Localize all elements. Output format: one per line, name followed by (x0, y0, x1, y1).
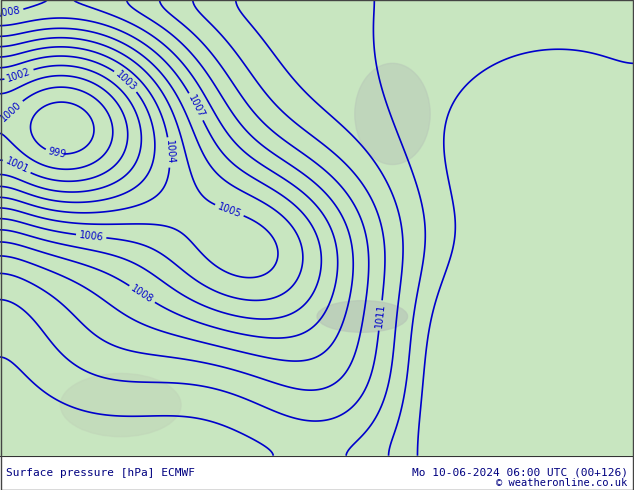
Text: 999: 999 (47, 147, 67, 160)
Text: 1000: 1000 (0, 99, 24, 123)
Ellipse shape (317, 301, 408, 332)
Text: 1001: 1001 (4, 156, 30, 175)
Ellipse shape (355, 63, 430, 165)
Text: 1011: 1011 (374, 303, 387, 328)
Text: 1005: 1005 (216, 201, 243, 220)
Text: Mo 10-06-2024 06:00 UTC (00+126): Mo 10-06-2024 06:00 UTC (00+126) (411, 467, 628, 478)
Text: 1007: 1007 (186, 94, 206, 120)
Text: 1008: 1008 (0, 6, 22, 20)
Text: Surface pressure [hPa] ECMWF: Surface pressure [hPa] ECMWF (6, 467, 195, 478)
Text: 1004: 1004 (164, 140, 175, 165)
Ellipse shape (60, 373, 181, 437)
Text: 1002: 1002 (6, 66, 32, 83)
Text: 1008: 1008 (129, 283, 155, 305)
Text: 1003: 1003 (113, 69, 139, 93)
Text: 1006: 1006 (79, 230, 104, 243)
Text: © weatheronline.co.uk: © weatheronline.co.uk (496, 478, 628, 488)
